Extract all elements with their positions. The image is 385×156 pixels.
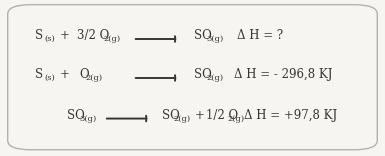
Text: (s): (s) xyxy=(44,35,55,43)
Text: SO: SO xyxy=(67,109,85,122)
Text: (s): (s) xyxy=(44,74,55,82)
Text: 2(g): 2(g) xyxy=(103,35,120,43)
FancyBboxPatch shape xyxy=(8,5,377,150)
Text: 1/2 O: 1/2 O xyxy=(206,109,238,122)
Text: Δ H = +97,8 KJ: Δ H = +97,8 KJ xyxy=(244,109,337,122)
Text: Δ H = - 296,8 KJ: Δ H = - 296,8 KJ xyxy=(234,68,333,81)
Text: 3(g): 3(g) xyxy=(79,115,97,122)
Text: S: S xyxy=(35,68,43,81)
Text: O: O xyxy=(79,68,89,81)
Text: 3(g): 3(g) xyxy=(206,35,224,43)
Text: 2(g): 2(g) xyxy=(206,74,223,82)
Text: +: + xyxy=(60,29,70,42)
Text: +: + xyxy=(194,109,204,122)
Text: 2(g): 2(g) xyxy=(174,115,191,122)
Text: SO: SO xyxy=(194,29,212,42)
Text: +: + xyxy=(60,68,70,81)
Text: SO: SO xyxy=(194,68,212,81)
Text: 2(g): 2(g) xyxy=(228,115,245,122)
Text: SO: SO xyxy=(162,109,179,122)
Text: S: S xyxy=(35,29,43,42)
Text: 3/2 O: 3/2 O xyxy=(77,29,109,42)
Text: 2(g): 2(g) xyxy=(85,74,102,82)
Text: Δ H = ?: Δ H = ? xyxy=(237,29,283,42)
